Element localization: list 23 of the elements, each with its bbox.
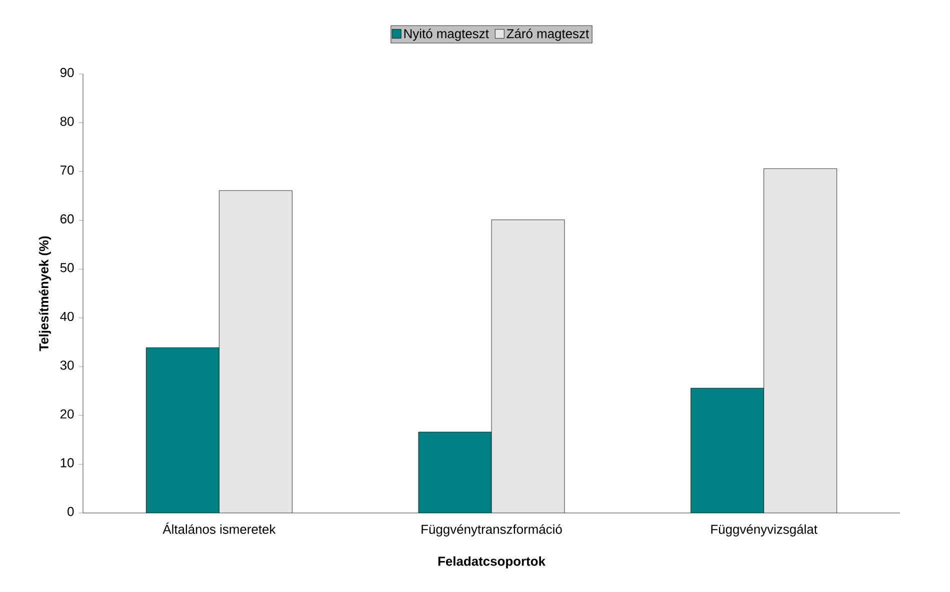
y-axis-title: Teljesítmények (%)	[38, 236, 52, 352]
bar	[764, 168, 838, 513]
x-tick-label: Függvénytranszformáció	[422, 524, 562, 536]
y-tick-label: 70	[60, 165, 74, 175]
y-tick-label: 20	[60, 409, 74, 419]
bar	[219, 190, 292, 513]
y-tick-label: 80	[60, 116, 74, 126]
y-tick-label: 60	[60, 214, 74, 224]
bar	[492, 220, 565, 513]
bar	[146, 348, 220, 513]
y-tick-label: 90	[60, 68, 74, 78]
bar	[690, 388, 764, 513]
legend-label: Nyitó magteszt	[404, 28, 489, 41]
y-tick-label: 30	[60, 360, 74, 370]
x-tick-label: Függvényvizsgálat	[711, 524, 818, 536]
bar	[418, 432, 492, 513]
y-tick-label: 40	[60, 312, 74, 321]
y-tick-label: 50	[60, 263, 74, 272]
y-tick-label: 0	[68, 506, 74, 516]
x-tick-label: Általános ismeretek	[162, 522, 276, 534]
legend-label: Záró magteszt	[506, 28, 589, 41]
y-tick-label: 10	[60, 458, 74, 468]
x-axis-title: Feladatcsoportok	[438, 556, 546, 568]
